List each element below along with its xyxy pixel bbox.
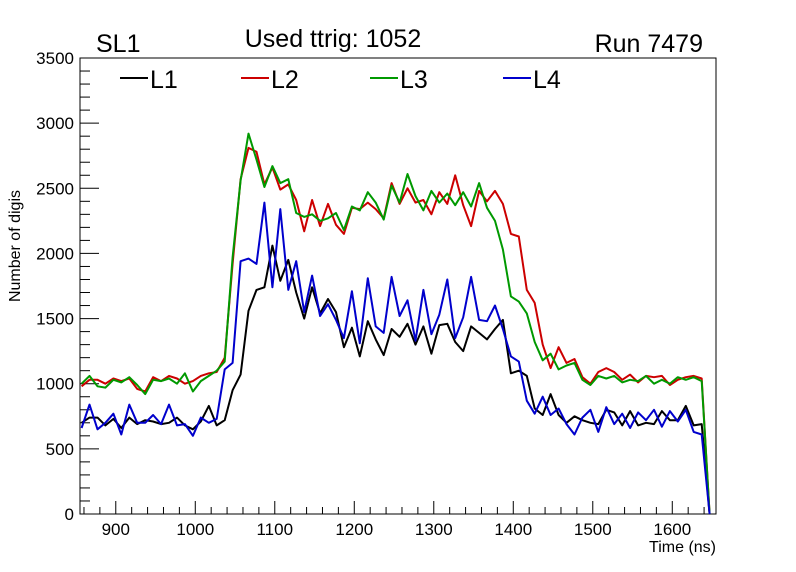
series-lines [80,132,711,515]
x-axis-label: Time (ns) [649,539,716,556]
legend-label-l1: L1 [150,66,178,94]
axis-ticks: 900 1000 1100 1200 1300 1400 1500 1600 0 500 1000 1… [36,49,705,539]
x-tick-label: 1000 [176,520,214,539]
header-right-label: Run 7479 [595,30,703,58]
series-line-l4 [80,201,711,515]
header-left-label: SL1 [96,30,140,58]
legend: L1 L2 L3 L4 [120,66,561,94]
x-tick-label: 1200 [335,520,373,539]
legend-label-l2: L2 [271,66,299,94]
series-line-l2 [80,146,711,515]
legend-label-l3: L3 [400,66,428,94]
y-tick-label: 3500 [36,49,74,68]
x-tick-label: 1300 [415,520,453,539]
plot-frame [79,57,717,515]
y-axis-label: Number of digis [7,190,24,302]
y-tick-label: 1500 [36,310,74,329]
y-tick-label: 3000 [36,114,74,133]
legend-label-l4: L4 [533,66,561,94]
series-line-l3 [80,132,711,515]
x-tick-label: 1100 [256,520,293,539]
x-tick-label: 1400 [494,520,532,539]
y-tick-label: 1000 [36,375,74,394]
x-tick-label: 1500 [574,520,612,539]
y-tick-label: 500 [46,440,74,459]
x-tick-label: 900 [102,520,130,539]
y-tick-label: 2000 [36,244,74,263]
series-line-l1 [81,244,711,515]
x-tick-label: 1600 [653,520,691,539]
y-tick-label: 0 [65,505,74,524]
y-tick-label: 2500 [36,179,74,198]
chart-title: Used ttrig: 1052 [245,25,422,53]
